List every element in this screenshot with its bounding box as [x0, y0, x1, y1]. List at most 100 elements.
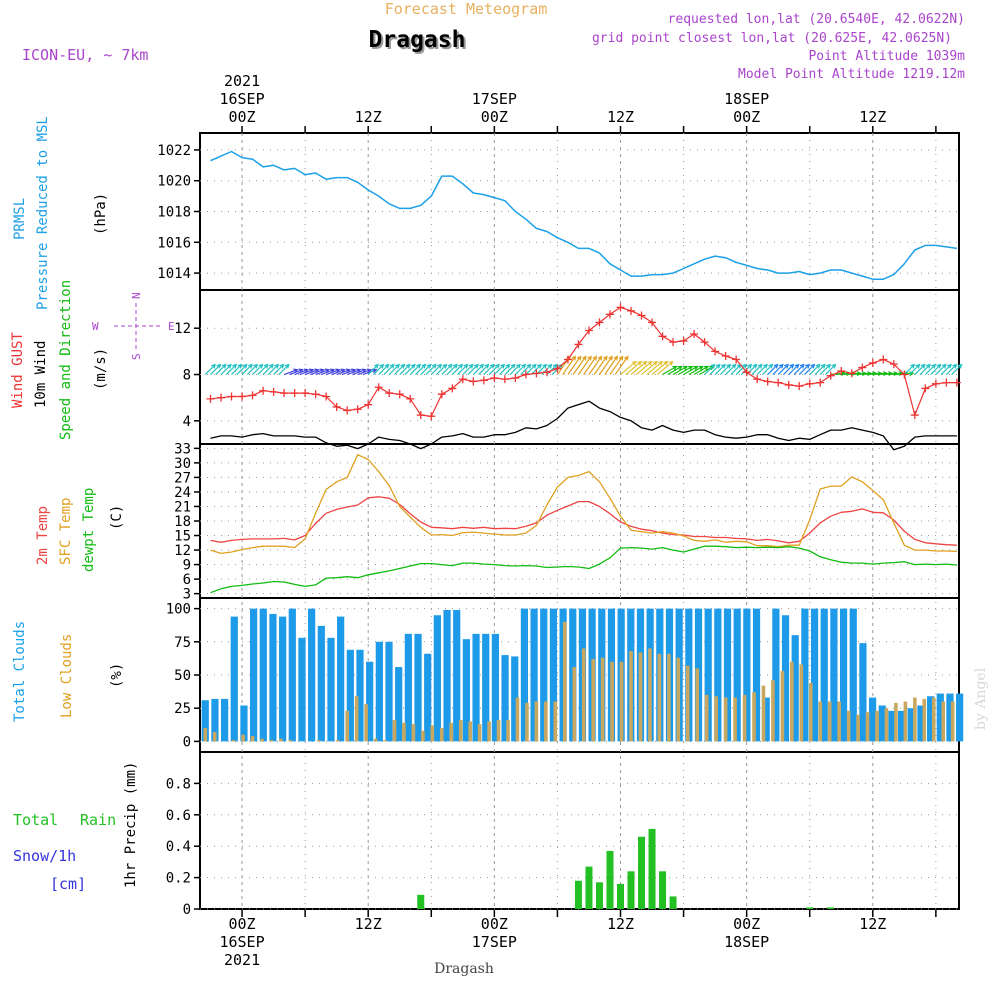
- gust-marker: [889, 360, 898, 369]
- wind-direction-arrow: [252, 363, 264, 375]
- low-cloud-bar: [345, 710, 349, 742]
- y-tick-label: 1020: [157, 174, 191, 190]
- gust-marker: [227, 392, 236, 401]
- gust-line: [210, 306, 957, 417]
- time-label-bottom: 18SEP: [724, 933, 769, 951]
- low-cloud-bar: [477, 724, 482, 742]
- wind-direction-arrow: [562, 355, 577, 375]
- y-tick-label: 8: [183, 368, 191, 384]
- wind-direction-arrow: [793, 363, 805, 375]
- wind-direction-arrow: [394, 363, 406, 375]
- wind-direction-arrow: [583, 355, 598, 375]
- gust-marker: [395, 390, 404, 399]
- total-cloud-bar: [752, 608, 761, 742]
- rain-bar: [574, 880, 582, 909]
- y-tick-label: 1016: [157, 235, 191, 251]
- total-cloud-bar: [482, 633, 490, 742]
- total-cloud-bar: [288, 608, 296, 742]
- panel-frame-2: [199, 443, 960, 599]
- pressure-label-prmsl: PRMSL: [12, 198, 28, 240]
- wind-direction-arrow: [509, 363, 521, 375]
- gust-marker: [763, 377, 772, 386]
- wind-direction-arrow: [525, 363, 537, 375]
- wind-direction-arrow: [367, 363, 379, 375]
- wind-direction-arrow: [693, 365, 710, 376]
- pressure-unit: (hPa): [93, 193, 109, 235]
- gust-marker: [627, 306, 636, 315]
- gust-marker: [753, 375, 762, 384]
- gust-marker: [521, 370, 530, 379]
- model-name: ICON-EU, ~ 7km: [22, 46, 148, 64]
- wind-direction-arrow: [246, 363, 259, 375]
- chart-marks: [201, 150, 964, 909]
- low-cloud-bar: [818, 701, 823, 742]
- time-label-bottom: 17SEP: [472, 933, 517, 951]
- wind-direction-arrow: [483, 363, 495, 375]
- clouds-low-label: Low Clouds: [59, 634, 75, 718]
- low-cloud-bar: [496, 720, 501, 742]
- gust-marker: [742, 368, 751, 377]
- wind-direction-arrow: [788, 363, 800, 375]
- low-cloud-bar: [600, 657, 605, 742]
- wind-direction-arrow: [809, 363, 821, 375]
- wind-direction-arrow: [772, 363, 784, 375]
- time-label-top: 00Z: [481, 108, 508, 126]
- total-cloud-bar: [346, 649, 354, 742]
- requested-coords: requested lon,lat (20.6540E, 42.0622N): [668, 12, 965, 27]
- y-tick-label: 21: [174, 499, 191, 515]
- wind-direction-arrow: [267, 363, 280, 375]
- wind-direction-arrow: [678, 365, 694, 376]
- wind-direction-arrow: [719, 363, 732, 375]
- low-cloud-bar: [449, 722, 454, 742]
- gust-marker: [206, 394, 215, 403]
- compass-e: E: [168, 320, 175, 333]
- low-cloud-bar: [875, 710, 879, 742]
- total-cloud-bar: [317, 625, 325, 742]
- low-cloud-bar: [487, 721, 491, 742]
- wind-direction-arrow: [504, 363, 516, 375]
- time-label-bottom: 00Z: [733, 915, 760, 933]
- rain-bar: [648, 828, 656, 909]
- y-tick-label: 100: [166, 602, 191, 618]
- wind-direction-arrow: [598, 355, 613, 375]
- low-cloud-bar: [203, 728, 208, 742]
- wind-direction-arrow: [520, 363, 532, 375]
- panel-frames: [199, 132, 960, 910]
- dewpoint-line: [210, 545, 957, 594]
- low-cloud-bar: [241, 734, 245, 742]
- total-cloud-bar: [501, 655, 509, 742]
- time-label-bottom: 00Z: [229, 915, 256, 933]
- total-cloud-bar: [220, 698, 229, 742]
- wind-direction-arrow: [614, 355, 629, 375]
- temp-unit: (C): [109, 505, 125, 530]
- low-cloud-bar: [364, 704, 368, 742]
- y-tick-label: 0: [183, 734, 191, 750]
- wind-direction-arrow: [215, 363, 227, 375]
- total-cloud-bar: [366, 661, 374, 742]
- total-cloud-bar: [424, 653, 432, 742]
- y-tick-label: 0.6: [166, 808, 191, 824]
- gust-marker: [711, 347, 720, 356]
- wind-direction-arrow: [620, 360, 637, 375]
- wind-direction-arrow: [688, 365, 704, 376]
- y-tick-label: 12: [174, 543, 191, 559]
- time-label-top: 12Z: [607, 108, 634, 126]
- low-cloud-bar: [676, 657, 681, 742]
- gust-marker: [774, 378, 783, 387]
- wind-direction-arrow: [378, 363, 390, 375]
- wind-direction-arrow: [577, 355, 592, 375]
- y-tick-label: 1014: [157, 266, 191, 282]
- gust-marker: [595, 318, 604, 327]
- low-cloud-bar: [260, 738, 264, 742]
- wind-direction-arrow: [704, 363, 716, 375]
- snow-unit: [cm]: [50, 875, 86, 893]
- wind-direction-arrow: [493, 363, 506, 375]
- pressure-line: [210, 150, 958, 280]
- low-cloud-bar: [269, 740, 274, 742]
- panel-frame-0: [199, 132, 960, 291]
- location-title: Dragash: [369, 27, 466, 53]
- y-tick-label: 1018: [157, 205, 191, 221]
- wind-direction-arrow: [630, 360, 648, 375]
